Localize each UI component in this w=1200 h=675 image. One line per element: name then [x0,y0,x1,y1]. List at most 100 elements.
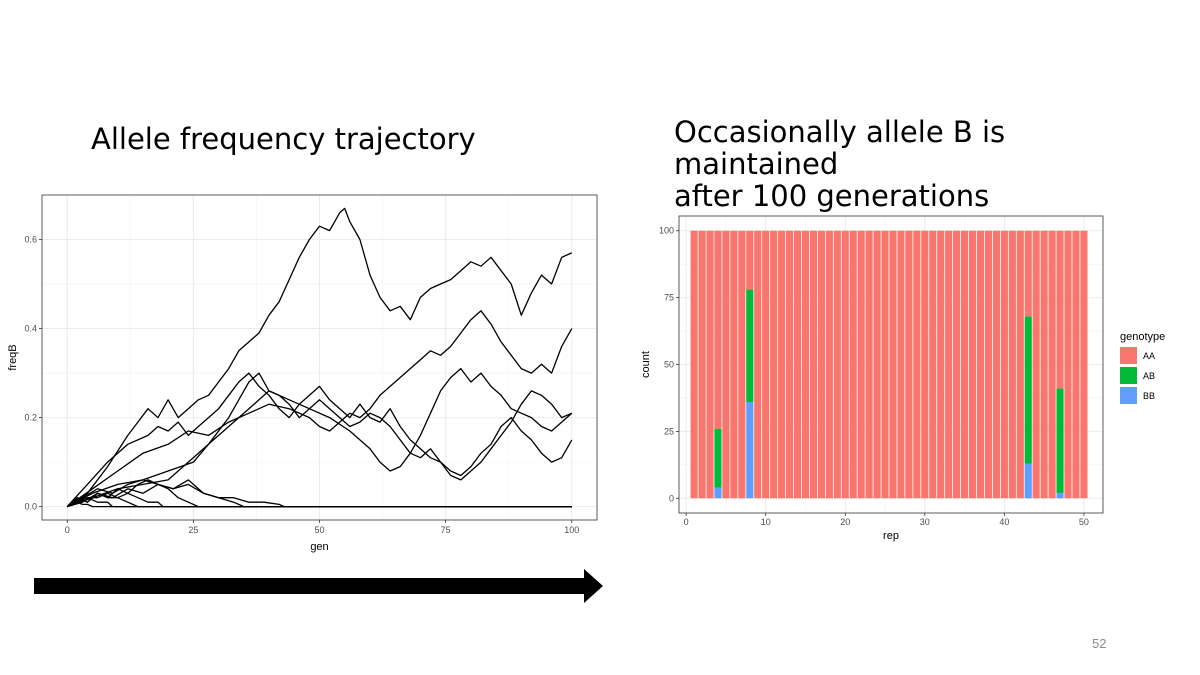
x-axis-title: gen [310,541,328,553]
x-tick-label: 30 [920,517,930,527]
bar-segment-aa [865,230,873,499]
bar-segment-aa [905,230,913,499]
bar-segment-aa [690,230,698,499]
x-tick-label: 25 [188,525,198,535]
bar-segment-aa [881,230,889,499]
bar-segment-aa [785,230,794,499]
bar-segment-aa [738,230,746,499]
bar-segment-aa [841,230,849,499]
right-chart-heading: Occasionally allele B is maintained afte… [674,116,1174,212]
legend-title: genotype [1120,331,1165,343]
y-axis-title: count [640,351,652,378]
genotype-stacked-bar-chart: 0 10 20 30 40 50 0 25 50 75 100 rep count genotype AA A… [640,215,1165,542]
plot-border [41,194,598,521]
bar-segment-aa [897,230,905,499]
x-tick-label: 0 [684,517,689,527]
legend-swatch-ab [1120,367,1137,384]
y-tick-label: 0.2 [24,413,37,423]
bar-segment-bb [714,487,722,499]
trajectory-line [66,310,573,508]
bar-segment-aa [873,230,881,499]
legend-swatch-aa [1120,347,1137,364]
x-tick-label: 0 [65,525,70,535]
x-tick-label: 40 [999,517,1009,527]
bar-segment-aa [976,230,985,499]
trajectory-line [66,372,573,508]
bar-segment-aa [1056,230,1064,389]
bar-segment-aa [746,230,754,290]
bar-segment-aa [929,230,937,499]
y-tick-label: 50 [664,360,674,370]
bar-segment-aa [1080,230,1088,499]
legend-label-aa: AA [1143,351,1155,361]
trajectory-line [66,207,573,508]
bar-segment-aa [889,230,897,499]
bar-segment-aa [778,230,786,499]
trajectory-line [66,492,572,508]
bar-segment-aa [1072,230,1080,499]
y-axis-title: freqB [7,344,19,370]
y-tick-label: 0.6 [24,235,37,245]
x-tick-label: 100 [564,525,579,535]
x-tick-label: 20 [840,517,850,527]
y-tick-label: 25 [664,426,674,436]
plot-border [678,215,1104,514]
bar-segment-aa [1024,230,1032,317]
x-tick-label: 50 [314,525,324,535]
bar-segment-aa [825,230,833,499]
page-number: 52 [1092,636,1107,651]
bar-segment-aa [714,230,722,429]
bar-segment-aa [793,230,802,499]
bar-segment-aa [809,230,818,499]
legend-swatch-bb [1120,387,1137,404]
right-arrow-icon [34,569,603,603]
bar-segment-aa [1040,230,1048,499]
y-tick-label: 0.0 [24,502,37,512]
bar-segment-aa [921,230,929,499]
bar-segment-ab [1056,388,1064,493]
left-chart-heading: Allele frequency trajectory [91,122,476,156]
y-tick-label: 75 [664,293,674,303]
trajectory-line [66,501,572,508]
bar-segment-aa [1048,230,1056,499]
bar-segment-aa [722,230,730,499]
x-tick-label: 75 [441,525,451,535]
bar-segment-aa [1008,230,1016,499]
legend-label-ab: AB [1143,371,1155,381]
y-tick-label: 100 [659,226,674,236]
bar-segment-ab [1024,316,1032,464]
bar-segment-ab [746,289,754,402]
bar-segment-aa [770,230,778,499]
y-tick-label: 0.4 [24,324,37,334]
bar-segment-bb [1056,492,1064,499]
bar-segment-aa [1032,230,1040,499]
bar-segment-aa [984,230,993,499]
y-tick-label: 0 [669,493,674,503]
x-tick-label: 50 [1079,517,1089,527]
bar-segment-aa [857,230,865,499]
bar-segment-aa [698,230,706,499]
bar-segment-ab [714,428,722,488]
bar-segment-aa [730,230,738,499]
bar-segment-aa [968,230,977,499]
bar-segment-bb [746,401,754,499]
bar-segment-aa [817,230,825,499]
bar-segment-aa [992,230,1000,499]
bar-segment-aa [706,230,714,499]
bar-segment-aa [1064,230,1072,499]
bar-segment-aa [961,230,969,499]
trajectory-line [66,479,572,508]
right-heading-line-1: Occasionally allele B is maintained [674,115,1006,181]
right-heading-line-2: after 100 generations [674,179,990,213]
bar-segment-aa [913,230,921,499]
bar-segment-aa [833,230,841,499]
legend: genotype AA AB BB [1120,331,1165,404]
bar-segment-aa [754,230,762,499]
bar-segment-aa [849,230,857,499]
bar-segment-aa [762,230,770,499]
bar-segment-aa [1016,230,1024,499]
x-tick-label: 10 [761,517,771,527]
bar-segment-aa [945,230,953,499]
trajectory-line [66,390,573,508]
bar-segment-aa [937,230,945,499]
